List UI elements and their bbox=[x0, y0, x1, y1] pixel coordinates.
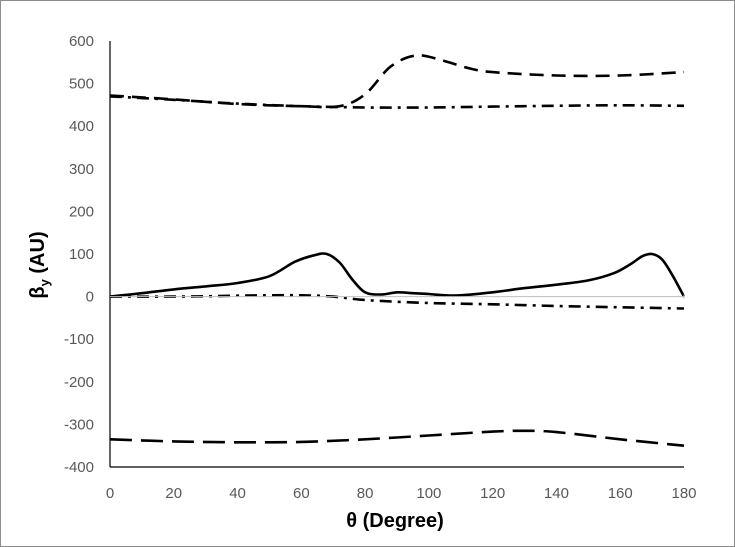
y-tick-label: 600 bbox=[69, 33, 94, 50]
x-tick-label: 40 bbox=[229, 485, 246, 502]
y-tick-label: 300 bbox=[69, 161, 94, 178]
y-axis-title-unit: (AU) bbox=[27, 231, 49, 279]
y-tick-label: -100 bbox=[64, 331, 94, 348]
x-tick-label: 80 bbox=[357, 485, 374, 502]
x-tick-label: 20 bbox=[165, 485, 182, 502]
series-line-1-dash bbox=[109, 54, 685, 109]
axes bbox=[109, 41, 685, 468]
series-line-2-dash-dot bbox=[109, 95, 685, 109]
series-line-5-long-dash bbox=[109, 429, 685, 447]
y-tick-label: 400 bbox=[69, 118, 94, 135]
y-tick-label: -300 bbox=[64, 416, 94, 433]
y-tick-label: -200 bbox=[64, 374, 94, 391]
y-tick-label: 100 bbox=[69, 246, 94, 263]
y-axis-title-main: β bbox=[27, 286, 49, 298]
y-tick-labels: 600 500 400 300 200 100 0 -100 -200 -300 -400 bbox=[64, 33, 94, 476]
y-tick-label: 200 bbox=[69, 203, 94, 220]
x-tick-label: 140 bbox=[544, 485, 569, 502]
y-axis-title-subscript: y bbox=[37, 278, 52, 286]
y-tick-label: 500 bbox=[69, 76, 94, 93]
y-tick-label: -400 bbox=[64, 459, 94, 476]
series-line-4-dash-dot bbox=[109, 293, 685, 310]
series-line-3-solid bbox=[109, 252, 686, 298]
x-tick-label: 120 bbox=[480, 485, 505, 502]
x-tick-label: 100 bbox=[416, 485, 441, 502]
y-axis-title: βy (AU) bbox=[27, 231, 52, 298]
y-tick-label: 0 bbox=[86, 289, 94, 306]
x-tick-label: 160 bbox=[608, 485, 633, 502]
x-tick-label: 60 bbox=[293, 485, 310, 502]
series-lines bbox=[109, 54, 686, 447]
x-tick-labels: 0 20 40 60 80 100 120 140 160 180 bbox=[106, 485, 697, 502]
x-tick-label: 180 bbox=[671, 485, 696, 502]
x-axis-title: θ (Degree) bbox=[346, 510, 444, 532]
x-tick-label: 0 bbox=[106, 485, 114, 502]
